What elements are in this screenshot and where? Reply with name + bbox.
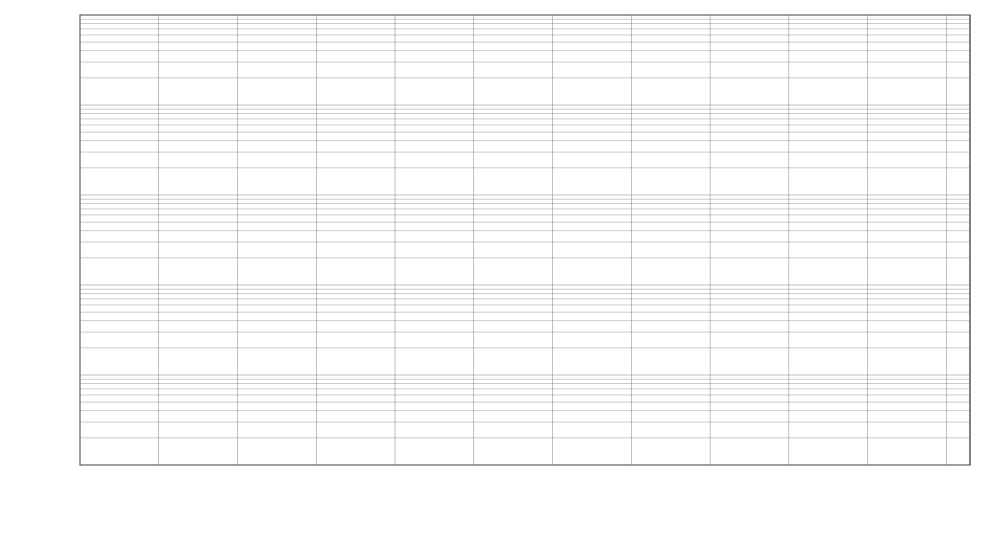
- plot-area: [80, 15, 970, 465]
- btc-price-chart: [10, 10, 973, 515]
